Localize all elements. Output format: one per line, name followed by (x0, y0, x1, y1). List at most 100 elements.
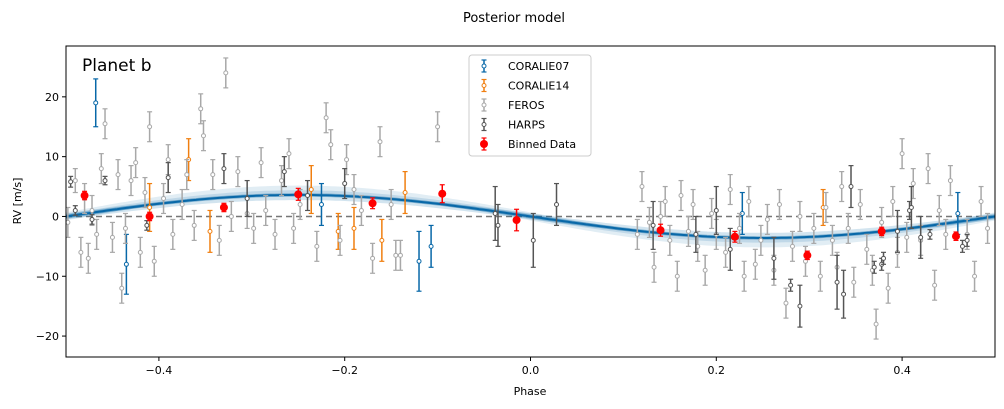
point-marker (811, 225, 817, 231)
point-marker (145, 212, 154, 221)
data-point (109, 221, 115, 253)
point-marker (308, 187, 314, 193)
point-marker (210, 172, 216, 178)
data-point (788, 278, 794, 292)
data-point (925, 153, 931, 185)
point-marker (428, 243, 434, 249)
point-marker (776, 201, 782, 207)
point-marker (936, 207, 942, 213)
data-point (803, 250, 812, 261)
point-marker (251, 225, 257, 231)
point-marker (978, 199, 984, 204)
point-marker (972, 273, 978, 279)
data-point (191, 209, 197, 241)
data-point (702, 254, 708, 286)
y-tick-label: 0 (52, 210, 59, 223)
model-curve-4 (66, 193, 995, 239)
data-point (102, 108, 108, 140)
chart-title: Posterior model (463, 11, 565, 26)
data-point (80, 190, 89, 201)
data-point (797, 284, 803, 328)
legend-item: FEROS (481, 98, 545, 112)
data-point (142, 176, 148, 209)
data-point (783, 287, 789, 319)
data-point (964, 233, 970, 247)
data-point (690, 188, 696, 221)
data-point (771, 236, 777, 280)
point-marker (746, 199, 752, 204)
data-point (746, 185, 752, 218)
point-marker (851, 279, 857, 285)
point-marker (713, 207, 719, 213)
point-marker (492, 210, 498, 216)
point-marker (294, 190, 303, 199)
point-marker (68, 179, 74, 185)
x-tick-label: 0.2 (708, 364, 726, 377)
data-point (397, 239, 403, 271)
data-point (85, 242, 91, 274)
data-point (899, 138, 905, 170)
data-point (393, 239, 399, 271)
point-marker (122, 225, 128, 231)
point-marker (650, 222, 656, 228)
point-marker (128, 178, 134, 184)
data-point (438, 184, 447, 204)
point-marker (370, 255, 376, 261)
point-marker (144, 222, 150, 228)
data-point (951, 231, 960, 241)
point-marker (839, 184, 845, 190)
point-marker (764, 216, 770, 222)
y-axis: −20 −10 0 10 20 (36, 91, 66, 343)
legend-marker (481, 122, 487, 127)
data-point (873, 308, 879, 340)
point-marker (678, 193, 684, 199)
data-point (877, 226, 886, 237)
data-point (351, 173, 357, 206)
point-marker (123, 261, 129, 267)
point-marker (435, 124, 441, 130)
data-point (713, 185, 719, 235)
data-point (764, 203, 770, 235)
data-point (72, 168, 78, 194)
series-harps (68, 153, 970, 328)
data-point (943, 218, 949, 250)
point-marker (198, 106, 204, 112)
data-point (811, 212, 817, 244)
point-marker (871, 264, 877, 270)
point-marker (918, 234, 924, 240)
point-marker (263, 207, 269, 213)
y-tick-label: −20 (36, 330, 59, 343)
point-marker (72, 207, 78, 213)
point-marker (170, 231, 176, 237)
point-marker (397, 252, 403, 258)
point-marker (216, 237, 222, 243)
point-marker (98, 166, 104, 172)
data-point (857, 188, 863, 221)
point-marker (342, 181, 348, 187)
data-point (210, 159, 216, 191)
data-point (894, 209, 900, 253)
point-marker (393, 252, 399, 258)
data-point (741, 260, 747, 292)
point-marker (323, 115, 329, 121)
point-marker (244, 196, 250, 202)
point-marker (89, 216, 95, 222)
point-marker (829, 237, 835, 243)
legend-item: CORALIE14 (481, 78, 569, 93)
point-marker (797, 303, 803, 309)
point-marker (925, 166, 931, 172)
data-point (122, 212, 128, 244)
point-marker (890, 199, 896, 204)
point-marker (89, 207, 95, 213)
data-point (235, 156, 241, 188)
point-marker (554, 201, 560, 207)
data-point (530, 212, 536, 268)
point-marker (161, 196, 167, 202)
data-point (737, 212, 743, 244)
x-tick-label: 0.4 (893, 364, 911, 377)
data-point (639, 170, 645, 203)
data-point (291, 212, 297, 244)
point-marker (402, 190, 408, 196)
point-marker (337, 237, 343, 243)
point-marker (927, 231, 933, 237)
